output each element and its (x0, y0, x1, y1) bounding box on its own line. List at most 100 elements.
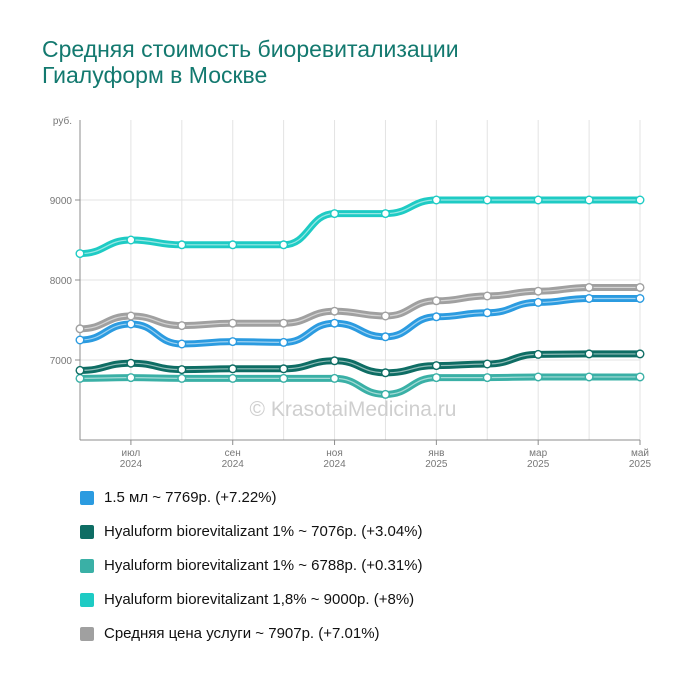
y-axis-unit-label: руб. (53, 115, 72, 127)
data-point (635, 195, 645, 205)
data-point (126, 311, 136, 321)
data-point (279, 240, 289, 250)
data-point (75, 373, 85, 383)
data-point (177, 321, 187, 331)
watermark: © KrasotaiMedicina.ru (250, 398, 457, 421)
legend-swatch (80, 491, 94, 505)
legend-item[interactable]: Hyaluform biorevitalizant 1% ~ 7076р. (+… (80, 520, 423, 554)
data-point (431, 195, 441, 205)
data-point (635, 293, 645, 303)
series-group (75, 195, 645, 259)
data-point (584, 195, 594, 205)
chart-title-line-2: Гиалуформ в Москве (42, 62, 268, 88)
data-point (228, 364, 238, 374)
legend-item[interactable]: 1.5 мл ~ 7769р. (+7.22%) (80, 486, 423, 520)
data-point (431, 373, 441, 383)
data-point (177, 339, 187, 349)
data-point (177, 365, 187, 375)
legend-label: Hyaluform biorevitalizant 1% ~ 7076р. (+… (104, 523, 423, 540)
data-point (584, 282, 594, 292)
chart-title-line-1: Средняя стоимость биоревитализации (42, 36, 459, 62)
data-point (279, 337, 289, 347)
chart-axis-labels: 700080009000руб.июл2024сен2024ноя2024янв… (50, 115, 652, 470)
data-point (330, 306, 340, 316)
chart-title: Средняя стоимость биоревитализации Гиалу… (42, 36, 459, 88)
data-point (75, 249, 85, 259)
legend-swatch (80, 525, 94, 539)
data-point (330, 373, 340, 383)
data-point (177, 373, 187, 383)
data-point (584, 372, 594, 382)
x-tick-label-year: 2025 (425, 459, 448, 470)
x-tick-label-year: 2024 (323, 459, 346, 470)
data-point (431, 296, 441, 306)
data-point (533, 195, 543, 205)
legend-item[interactable]: Средняя цена услуги ~ 7907р. (+7.01%) (80, 622, 423, 656)
x-tick-label-year: 2024 (120, 459, 143, 470)
data-point (126, 373, 136, 383)
series-line (76, 350, 644, 377)
data-point (635, 349, 645, 359)
data-point (431, 361, 441, 371)
legend-swatch (80, 627, 94, 641)
data-point (482, 359, 492, 369)
legend-label: Средняя цена услуги ~ 7907р. (+7.01%) (104, 625, 380, 642)
legend-label: 1.5 мл ~ 7769р. (+7.22%) (104, 489, 277, 506)
data-point (380, 332, 390, 342)
legend-swatch (80, 593, 94, 607)
data-point (228, 318, 238, 328)
data-point (584, 349, 594, 359)
x-tick-label-month: сен (225, 448, 241, 459)
data-point (228, 337, 238, 347)
series-line (76, 196, 644, 258)
data-point (533, 372, 543, 382)
data-point (228, 373, 238, 383)
series-line (76, 373, 644, 398)
data-point (75, 335, 85, 345)
data-point (126, 319, 136, 329)
series-group (75, 293, 645, 349)
chart-legend: 1.5 мл ~ 7769р. (+7.22%) Hyaluform biorev… (80, 486, 423, 656)
data-point (126, 358, 136, 368)
data-point (279, 373, 289, 383)
x-tick-label-month: июл (122, 448, 141, 459)
legend-label: Hyaluform biorevitalizant 1,8% ~ 9000р. … (104, 591, 415, 608)
chart-grid (75, 120, 641, 445)
x-tick-label-month: мар (529, 448, 547, 459)
data-point (584, 293, 594, 303)
data-point (380, 209, 390, 219)
data-point (279, 318, 289, 328)
line-chart: © KrasotaiMedicina.ru 7000 8000 9000 руб. ию… (50, 115, 652, 470)
x-tick-label-month: янв (428, 448, 444, 459)
data-point (126, 235, 136, 245)
legend-item[interactable]: Hyaluform biorevitalizant 1,8% ~ 9000р. … (80, 588, 423, 622)
data-point (482, 195, 492, 205)
chart-series (75, 195, 645, 399)
data-point (177, 240, 187, 250)
legend-swatch (80, 559, 94, 573)
data-point (228, 240, 238, 250)
data-point (380, 311, 390, 321)
data-point (533, 286, 543, 296)
series-line-highlight (79, 353, 640, 374)
y-tick-label: 9000 (50, 196, 73, 207)
data-point (482, 308, 492, 318)
y-tick-label: 8000 (50, 276, 73, 287)
data-point (330, 318, 340, 328)
data-point (279, 364, 289, 374)
x-tick-label-month: ноя (326, 448, 343, 459)
legend-item[interactable]: Hyaluform biorevitalizant 1% ~ 6788р. (+… (80, 554, 423, 588)
data-point (75, 324, 85, 334)
x-tick-label-year: 2024 (222, 459, 245, 470)
data-point (533, 349, 543, 359)
data-point (75, 365, 85, 375)
data-point (635, 282, 645, 292)
y-tick-label: 7000 (50, 356, 73, 367)
data-point (330, 356, 340, 366)
data-point (330, 209, 340, 219)
series-line (76, 283, 644, 333)
data-point (380, 368, 390, 378)
data-point (482, 373, 492, 383)
series-group (75, 372, 645, 399)
x-tick-label-year: 2025 (527, 459, 550, 470)
